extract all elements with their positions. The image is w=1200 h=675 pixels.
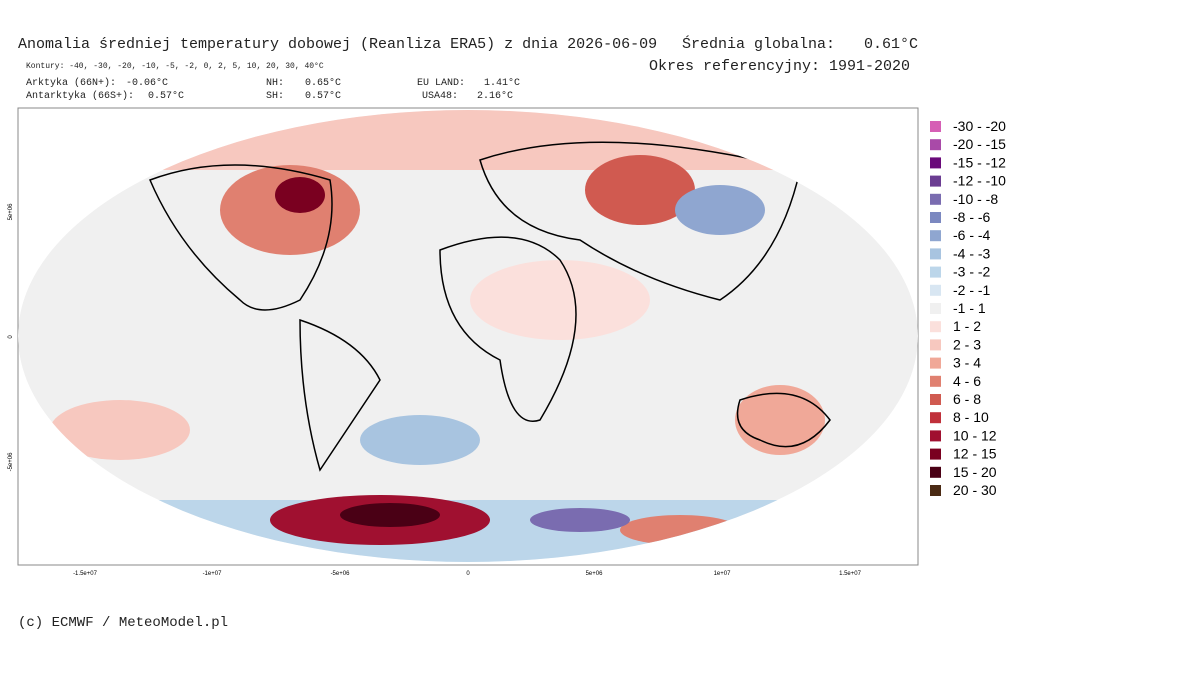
stat-value: 2.16°C — [477, 90, 513, 102]
y-axis-label: 5e+06 — [8, 203, 14, 221]
legend-swatch — [930, 394, 941, 405]
contours: Kontury: -40, -30, -20, -10, -5, -2, 0, … — [26, 62, 324, 71]
legend-swatch — [930, 485, 941, 496]
stat-label: SH: — [266, 91, 284, 102]
legend-swatch — [930, 212, 941, 223]
legend-swatch — [930, 248, 941, 260]
legend-label: 20 - 30 — [953, 482, 997, 498]
legend-swatch — [930, 430, 941, 442]
legend-swatch — [930, 339, 941, 351]
legend-label: 8 - 10 — [953, 409, 989, 425]
stat-label: Antarktyka (66S+): — [26, 90, 134, 102]
legend-label: -12 - -10 — [953, 173, 1006, 189]
legend-label: -4 - -3 — [953, 245, 991, 261]
legend-swatch — [930, 466, 941, 478]
y-axis-label: 0 — [8, 335, 14, 339]
legend-swatch — [930, 412, 941, 424]
legend-label: -15 - -12 — [953, 154, 1006, 170]
legend-label: -6 - -4 — [953, 227, 991, 243]
legend-swatch — [930, 448, 941, 460]
x-axis-label: 0 — [466, 571, 470, 577]
stat-value: 1.41°C — [484, 77, 520, 89]
title: Anomalia średniej temperatury dobowej (R… — [18, 36, 657, 53]
legend-swatch — [930, 266, 941, 278]
stat-value: 0.65°C — [305, 77, 341, 89]
legend-swatch — [930, 121, 941, 132]
stat-label: Arktyka (66N+): — [26, 77, 116, 89]
legend-swatch — [930, 175, 941, 187]
legend-label: 12 - 15 — [953, 446, 997, 462]
legend-label: 2 - 3 — [953, 336, 981, 352]
legend-swatch — [930, 375, 941, 387]
x-axis-label: 5e+06 — [586, 571, 604, 577]
reference: Okres referencyjny: 1991-2020 — [649, 58, 910, 75]
stat-label: EU LAND: — [417, 78, 465, 89]
legend-label: 15 - 20 — [953, 464, 997, 480]
footer: (c) ECMWF / MeteoModel.pl — [18, 615, 228, 631]
legend-swatch — [930, 193, 941, 205]
legend-label: -1 - 1 — [953, 300, 986, 316]
legend: -30 - -20 -20 - -15 -15 - -12 -12 - -10 -10 … — [930, 118, 1006, 498]
legend-label: 10 - 12 — [953, 427, 997, 443]
legend-swatch — [930, 139, 941, 151]
legend-label: 4 - 6 — [953, 373, 981, 389]
legend-label: 1 - 2 — [953, 318, 981, 334]
stat-label: USA48: — [422, 91, 458, 102]
legend-swatch — [930, 230, 941, 242]
x-axis-label: -5e+06 — [331, 571, 351, 577]
global-label: Średnia globalna: — [682, 35, 835, 53]
stat-value: 0.57°C — [305, 90, 341, 102]
legend-swatch — [930, 157, 941, 169]
y-axis-label: -5e+06 — [8, 452, 14, 472]
legend-swatch — [930, 321, 941, 333]
legend-swatch — [930, 357, 941, 369]
x-axis-label: 1e+07 — [714, 571, 732, 577]
legend-label: 3 - 4 — [953, 355, 981, 371]
x-axis-label: -1.5e+07 — [73, 571, 98, 577]
legend-swatch — [930, 284, 941, 296]
legend-label: -30 - -20 — [953, 118, 1006, 134]
legend-label: -3 - -2 — [953, 264, 991, 280]
legend-label: -10 - -8 — [953, 191, 998, 207]
legend-swatch — [930, 303, 941, 314]
global-value: 0.61°C — [864, 36, 918, 53]
legend-label: -2 - -1 — [953, 282, 991, 298]
stat-value: -0.06°C — [126, 77, 168, 89]
stat-value: 0.57°C — [148, 90, 184, 102]
legend-label: -20 - -15 — [953, 136, 1006, 152]
stat-label: NH: — [266, 78, 284, 89]
legend-label: 6 - 8 — [953, 391, 981, 407]
x-axis-label: -1e+07 — [203, 571, 223, 577]
x-axis-label: 1.5e+07 — [839, 571, 862, 577]
legend-label: -8 - -6 — [953, 209, 991, 225]
